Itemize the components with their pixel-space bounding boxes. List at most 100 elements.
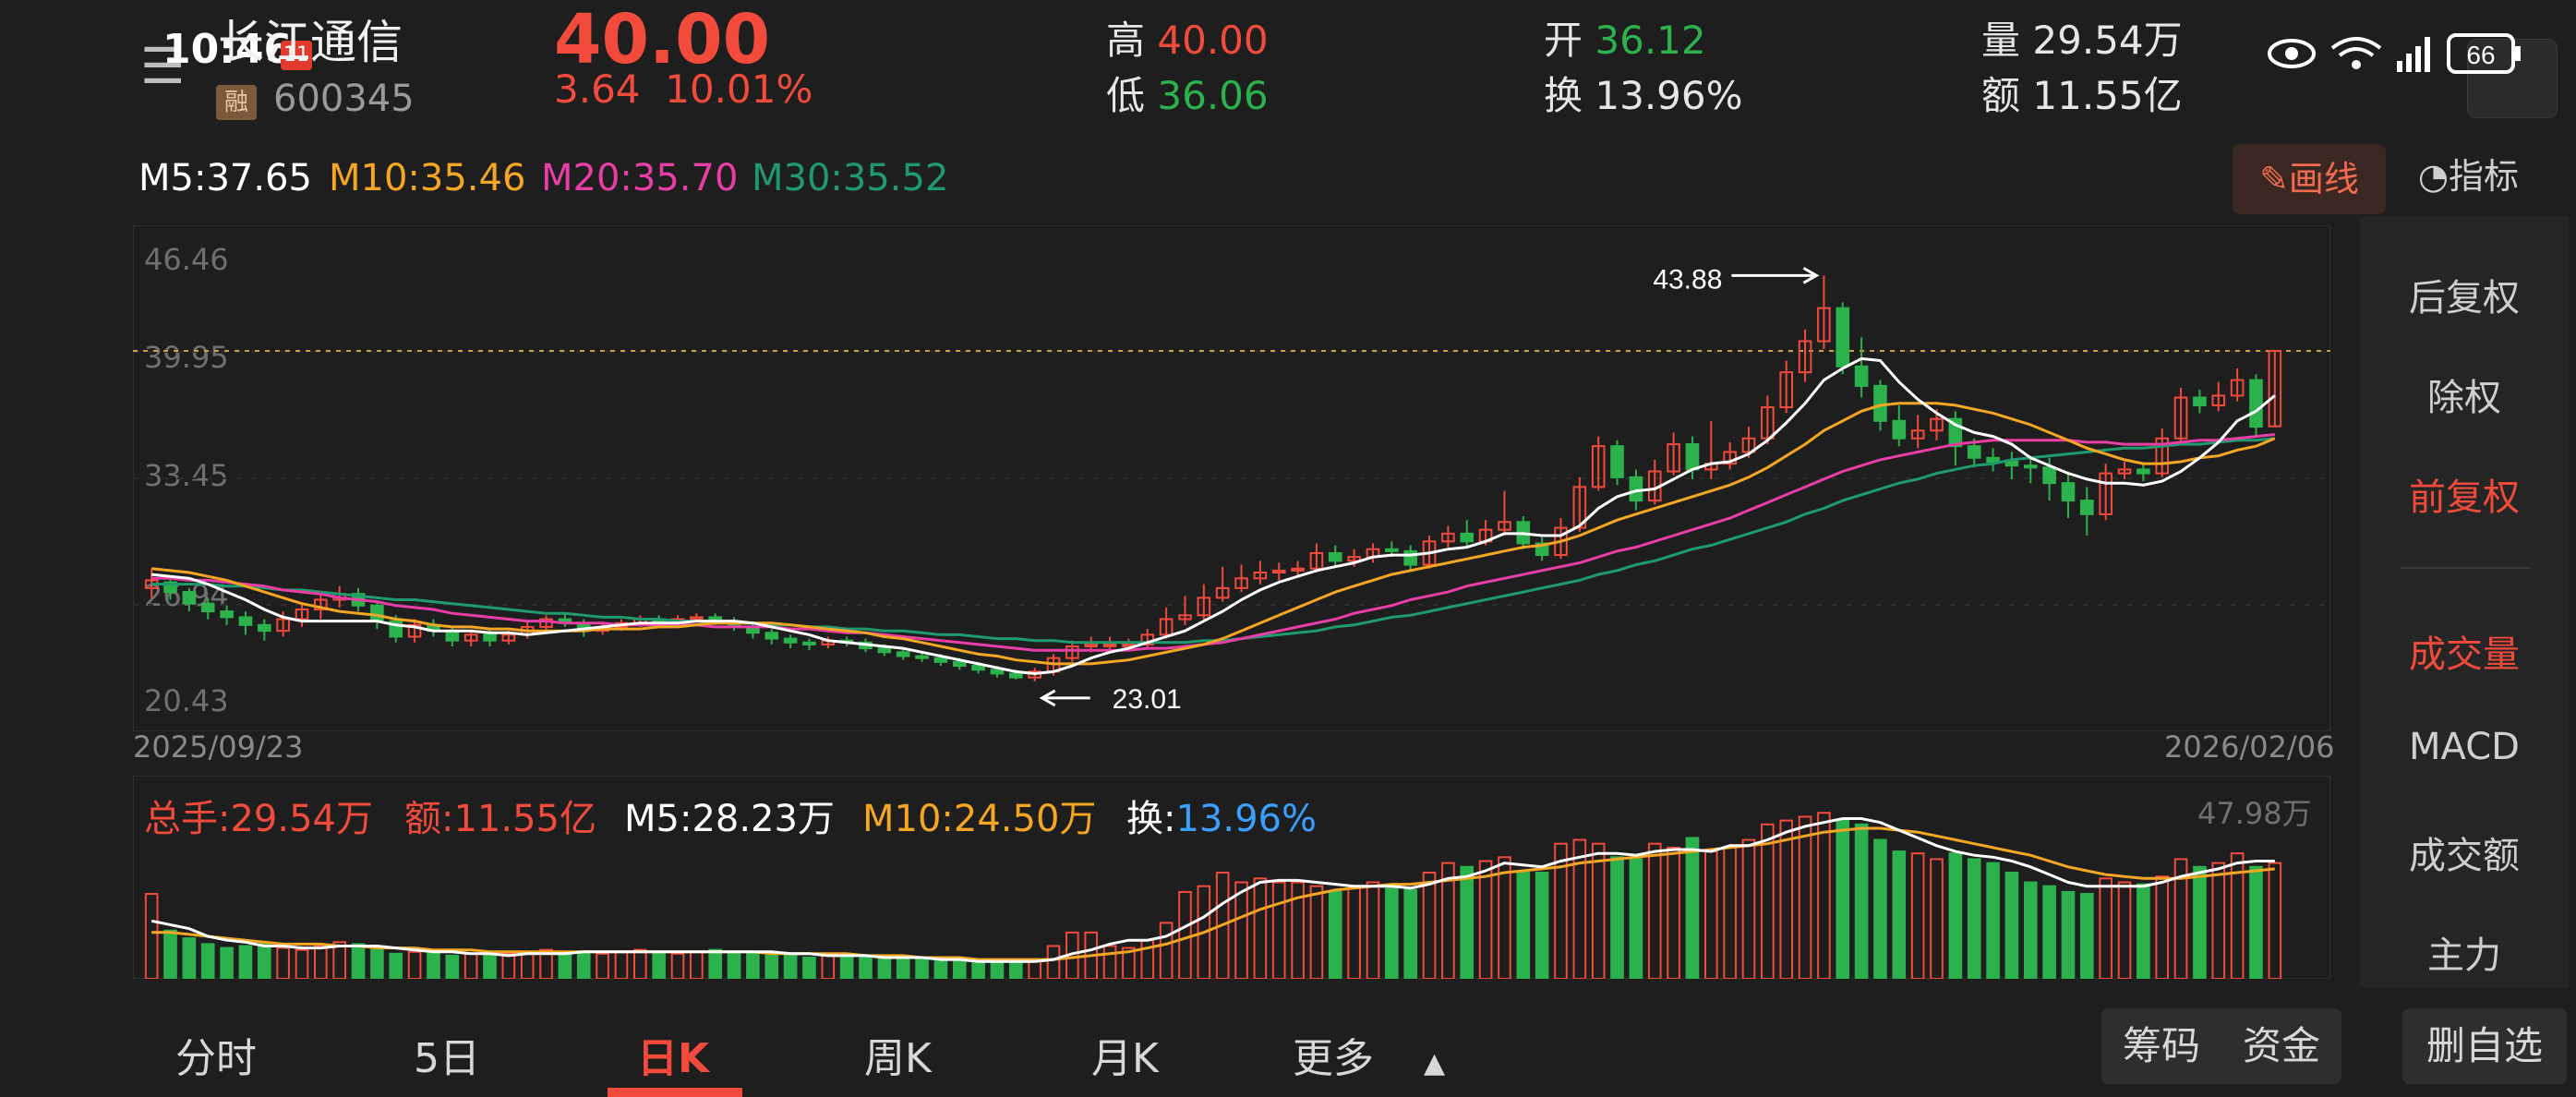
volume-bar [708,948,723,979]
date-end: 2026/02/06 [2164,729,2335,765]
price-axis-label: 33.45 [144,458,229,493]
candle-body [2080,500,2094,515]
candle-body [1610,445,1624,478]
candle-body [915,655,929,659]
ind-main-force[interactable]: 主力 [2427,934,2501,977]
volume-bar [1441,862,1455,979]
volume-frame [133,776,2330,979]
volume-bar [1817,812,1831,979]
adj-forward[interactable]: 前复权 [2409,476,2520,519]
volume-bar [2099,877,2113,979]
volume-bar [802,957,816,979]
volume-bar [1403,888,1417,979]
candle-body [1591,445,1606,488]
wifi-icon [2330,37,2382,69]
remove-watchlist-button[interactable]: 删自选 [2402,1008,2567,1084]
volume-stat: 量 29.54万 [1981,9,2183,66]
funds-button[interactable]: 资金 [2242,1023,2320,1068]
candle-body [1685,443,1700,471]
volume-bar [200,943,215,979]
volume-bar [2249,865,2263,979]
price-axis-label: 39.95 [144,340,229,375]
adj-backward[interactable]: 后复权 [2409,277,2520,319]
volume-bar [1854,823,1869,979]
candlestick-chart[interactable]: 43.88 23.01 [133,225,2330,731]
battery-level: 66 [2466,41,2495,69]
tab-intraday[interactable]: 分时 [175,1035,257,1082]
volume-bar [501,952,516,979]
menu-icon[interactable]: ☰ [140,37,186,95]
volume-bar [2173,858,2188,979]
volume-bar [1761,823,1775,979]
tab-5day[interactable]: 5日 [414,1035,480,1082]
vol-m10: M10:24.50万 [862,798,1097,840]
vol-turnover-label: 换: [1126,798,1176,840]
volume-chart[interactable] [133,776,2330,979]
ma5-label: M5:37.65 [138,157,312,199]
volume-bar [896,958,910,979]
candle-body [764,632,779,640]
ind-amount[interactable]: 成交额 [2409,835,2520,877]
candle-body [1873,384,1887,422]
ma30-label: M30:35.52 [752,157,949,199]
candle-body [2023,464,2038,469]
candle-body [1347,556,1361,562]
volume-bar [971,962,985,979]
volume-bar [839,954,854,979]
high-value: 40.00 [1157,18,1269,63]
candle-body [1215,586,1230,599]
volume-bar [1422,872,1437,979]
candle-body [1836,307,1850,368]
date-start: 2025/09/23 [133,729,304,765]
volume-value: 29.54万 [2032,18,2183,63]
chips-button[interactable]: 筹码 [2122,1023,2200,1068]
low-value: 36.06 [1157,73,1269,118]
volume-bar [1948,852,1963,979]
volume-bar [1836,819,1850,979]
volume-bar [407,950,422,979]
volume-bar [1159,922,1174,979]
volume-bar [1798,815,1812,979]
indicator-button[interactable]: ◔指标 [2417,156,2519,197]
ind-volume[interactable]: 成交量 [2409,633,2520,676]
candle-body [182,591,197,605]
volume-bar [1591,842,1606,979]
stock-name: 长江通信 [218,16,403,69]
low-stat: 低 36.06 [1106,65,1269,121]
candle-body [2230,379,2245,397]
volume-bar [1460,865,1475,979]
status-icons: 66 [2268,28,2535,89]
candle-body [257,623,271,633]
volume-bar [2230,852,2245,979]
volume-bar [295,948,309,979]
volume-bar [520,950,535,979]
volume-bar [2061,890,2076,979]
tab-monthly-k[interactable]: 月K [1091,1035,1159,1082]
volume-bar [1102,945,1117,979]
candle-body [2155,437,2170,475]
candle-body [2099,472,2113,515]
volume-bar [652,950,666,979]
chip-fund-group [2101,1008,2341,1084]
volume-bar [1385,885,1399,979]
adj-ex-rights[interactable]: 除权 [2427,377,2501,419]
candle-body [1385,548,1399,552]
candle-body [1009,672,1023,679]
tab-daily-k[interactable]: 日K [637,1035,710,1082]
volume-bar [1703,850,1718,979]
candle-body [2137,468,2150,475]
ind-macd[interactable]: MACD [2409,726,2520,768]
candle-body [370,604,384,622]
candle-body [2117,468,2132,475]
tab-more[interactable]: 更多 ▲ [1293,1025,1445,1084]
candle-body [407,623,422,638]
candle-body [896,651,910,657]
draw-line-button[interactable]: ✎画线 [2233,144,2386,214]
volume-bar [370,948,384,979]
tab-weekly-k[interactable]: 周K [864,1035,932,1082]
volume-bar [1328,890,1342,979]
candle-body [1253,572,1268,580]
arrow-right-icon [1731,267,1820,284]
candle-body [1741,437,1756,453]
volume-bar [1930,858,1944,979]
